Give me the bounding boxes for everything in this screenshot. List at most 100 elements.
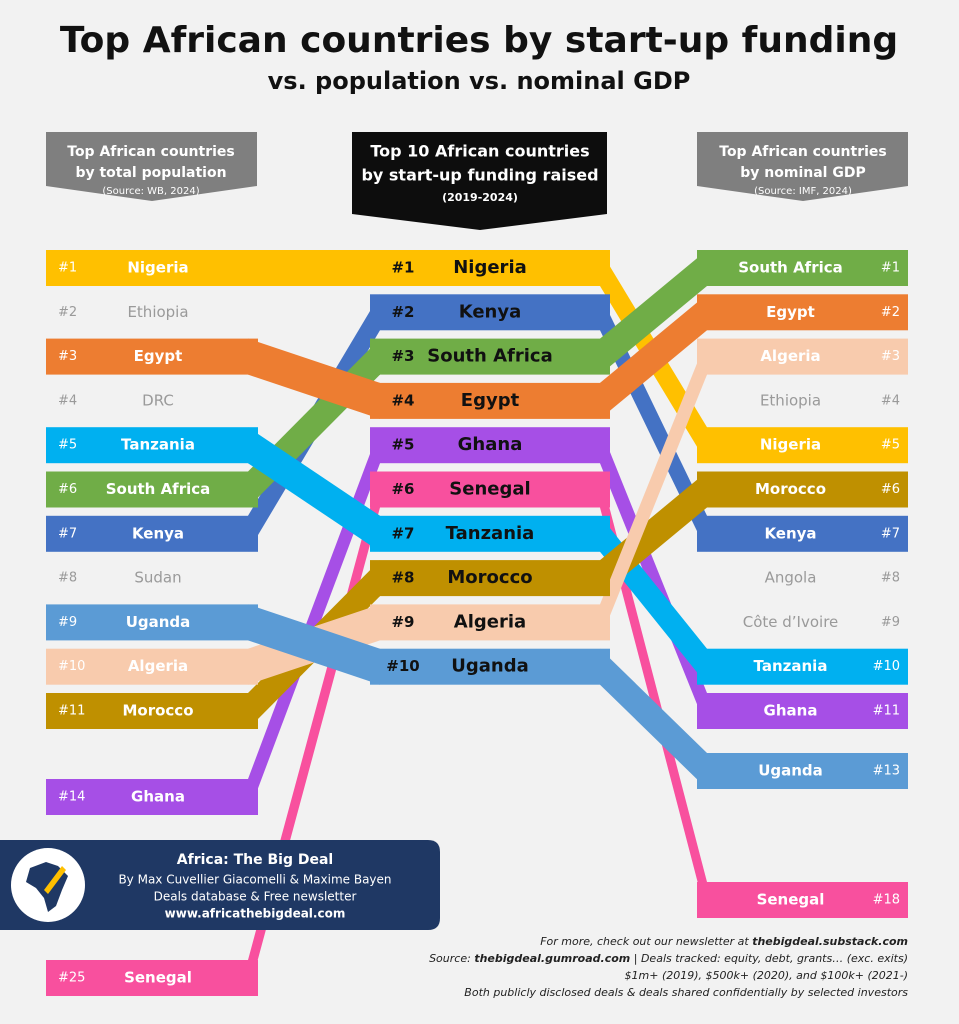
branding-box [0, 840, 440, 930]
country-name: Kenya [132, 524, 184, 542]
rank-label: #8 [391, 569, 414, 587]
header-source: (Source: WB, 2024) [102, 186, 199, 197]
header-box [46, 132, 257, 201]
footer-line: Source: thebigdeal.gumroad.com | Deals t… [429, 952, 908, 965]
header-box [697, 132, 908, 201]
flow-band [248, 250, 380, 286]
rank-label: #3 [58, 349, 77, 364]
rank-label: #13 [873, 764, 900, 779]
flow-band [600, 648, 707, 789]
country-name: South Africa [427, 346, 552, 367]
rank-bar [370, 515, 610, 552]
rank-bar [697, 648, 908, 685]
country-name: Tanzania [754, 657, 828, 675]
flow-band [600, 294, 707, 419]
rank-bar [46, 693, 258, 729]
country-name: Tanzania [446, 523, 535, 544]
header-text: Top African countries [67, 144, 235, 160]
rank-bar [46, 515, 258, 552]
rank-bar [370, 294, 610, 331]
country-name: Ethiopia [127, 303, 188, 321]
rank-label: #7 [58, 526, 77, 541]
footer-text: thebigdeal.gumroad.com [474, 952, 630, 965]
rank-label: #2 [391, 303, 414, 321]
rank-label: #4 [391, 391, 414, 409]
rank-bar [370, 560, 610, 597]
country-name: Egypt [766, 303, 815, 321]
rank-label: #1 [58, 261, 77, 276]
flow-band [248, 427, 380, 552]
rank-label: #9 [58, 615, 77, 630]
country-name: South Africa [106, 480, 211, 498]
rank-bar [46, 960, 258, 996]
header-text: by nominal GDP [740, 165, 865, 181]
rank-label: #9 [391, 613, 414, 631]
rank-label: #6 [391, 480, 414, 498]
country-name: Ghana [131, 788, 185, 806]
rank-label: #10 [58, 659, 85, 674]
rank-label: #7 [391, 524, 414, 542]
country-name: Senegal [124, 969, 192, 987]
rank-label: #5 [881, 438, 900, 453]
country-name: Nigeria [760, 436, 821, 454]
rank-label: #4 [881, 393, 900, 408]
rank-bar [370, 427, 610, 464]
country-name: DRC [142, 391, 174, 409]
header-source: (Source: IMF, 2024) [754, 186, 852, 197]
country-name: Kenya [459, 301, 522, 322]
branding-authors: By Max Cuvellier Giacomelli & Maxime Bay… [118, 873, 391, 887]
rank-bar [46, 250, 258, 286]
country-name: South Africa [738, 259, 843, 277]
branding-name: Africa: The Big Deal [177, 852, 333, 868]
footer: For more, check out our newsletter at th… [429, 935, 908, 999]
rank-bar [697, 250, 908, 286]
rank-label: #25 [58, 971, 85, 986]
footer-line: Both publicly disclosed deals & deals sh… [464, 986, 908, 999]
country-name: Nigeria [453, 257, 527, 278]
header-box [352, 132, 607, 230]
footer-text: Both publicly disclosed deals & deals sh… [464, 986, 908, 999]
flow-band [248, 338, 380, 419]
country-name: Ghana [458, 434, 523, 455]
rank-bar [46, 427, 258, 464]
rank-label: #5 [58, 438, 77, 453]
subtitle: vs. population vs. nominal GDP [268, 67, 691, 95]
footer-text: For more, check out our newsletter at [540, 935, 752, 948]
rank-bar [697, 338, 908, 375]
flow-bands [248, 250, 707, 996]
flow-band [248, 604, 380, 685]
flow-band [600, 338, 707, 641]
header-text: by total population [75, 165, 226, 181]
flow-band [600, 250, 707, 375]
rank-label: #1 [391, 259, 414, 277]
rank-label: #10 [386, 657, 419, 675]
rank-bar [370, 382, 610, 419]
header-text: by start-up funding raised [361, 166, 598, 185]
flow-band [600, 427, 707, 729]
rank-label: #8 [58, 571, 77, 586]
rank-label: #8 [881, 571, 900, 586]
rank-bar [370, 471, 610, 508]
footer-text: thebigdeal.substack.com [752, 935, 908, 948]
footer-line: $1m+ (2019), $500k+ (2020), and $100k+ (… [625, 969, 908, 982]
country-name: Senegal [449, 479, 530, 500]
footer-text: | Deals tracked: equity, debt, grants… (… [630, 952, 908, 965]
rank-rows: #1 Nigeria #2 Ethiopia #3 Egypt #4 DRC #5 Tanzani… [46, 250, 908, 996]
rank-bar [370, 338, 610, 375]
rank-label: #14 [58, 790, 85, 805]
rank-bar [370, 604, 610, 641]
branding-tagline: Deals database & Free newsletter [154, 890, 357, 904]
country-name: Algeria [760, 347, 820, 365]
country-name: Tanzania [121, 436, 195, 454]
country-name: Sudan [134, 569, 181, 587]
rank-bar [46, 648, 258, 685]
header-text: Top 10 African countries [370, 142, 589, 161]
rank-bar [697, 693, 908, 729]
country-name: Egypt [134, 347, 183, 365]
rank-bar [370, 250, 610, 286]
country-name: Uganda [758, 762, 823, 780]
country-name: Côte d’Ivoire [743, 613, 839, 631]
rank-label: #2 [58, 305, 77, 320]
rank-bar [697, 427, 908, 464]
country-name: Algeria [128, 657, 188, 675]
